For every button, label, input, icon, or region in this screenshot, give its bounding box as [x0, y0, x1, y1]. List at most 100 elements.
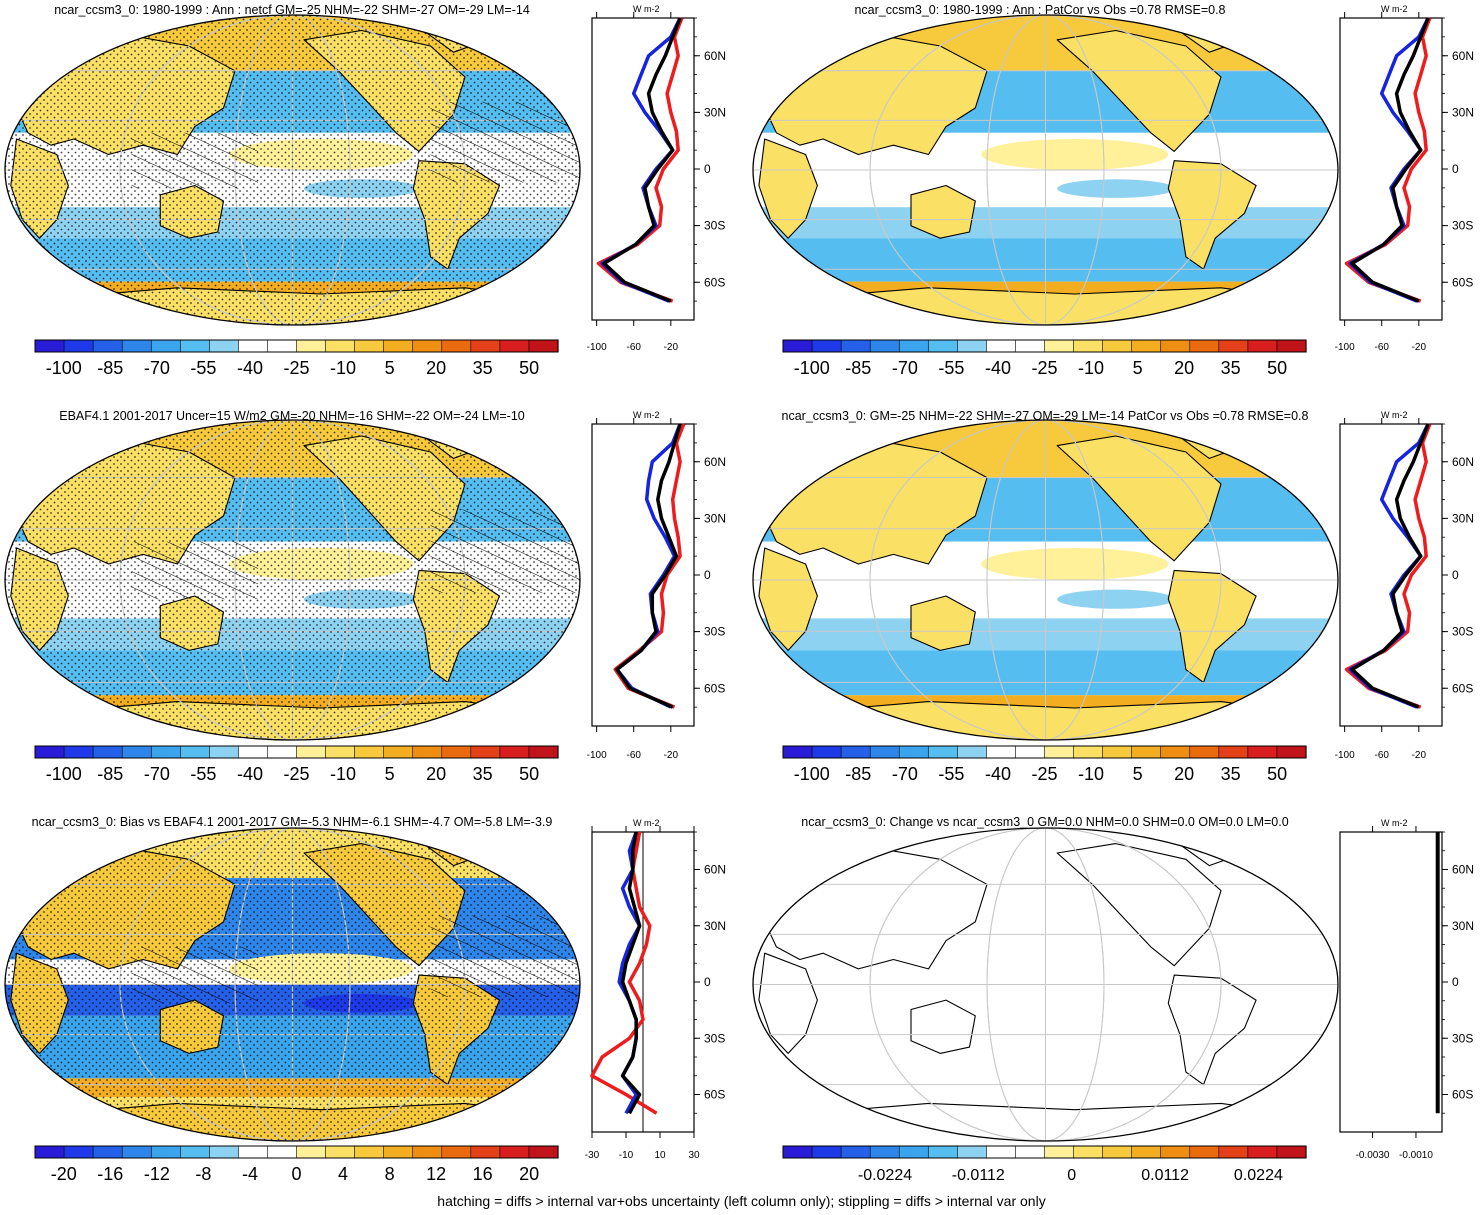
- colorbar-label-8: 20: [426, 764, 446, 784]
- colorbar-label-7: 5: [1133, 764, 1143, 784]
- zonal-xtick-label-0: -0.0030: [1356, 1150, 1390, 1161]
- zonal-xtick-label-2: 10: [654, 1150, 666, 1161]
- map-p5: [4, 827, 581, 1142]
- colorbar-swatch-0: [34, 339, 65, 353]
- colorbar-swatch-11: [1102, 339, 1133, 353]
- colorbar-swatch-9: [1044, 1145, 1075, 1159]
- lat-label-0: 60N: [704, 455, 726, 469]
- colorbar-label-2: -70: [144, 358, 170, 378]
- lat-label-4: 60S: [704, 681, 725, 695]
- colorbar-swatch-10: [325, 339, 356, 353]
- graticule-lon-3: [869, 420, 1222, 740]
- map-border: [4, 827, 581, 1142]
- colorbar-label-9: 35: [1221, 764, 1241, 784]
- colorbar-label-9: 35: [1221, 358, 1241, 378]
- colorbar-p2: -100 -85 -70 -55 -40 -25 -10 5 20 35 50: [782, 339, 1307, 378]
- colorbar-swatch-1: [811, 339, 842, 353]
- lat-label-2: 0: [1452, 568, 1459, 582]
- colorbar-swatch-11: [354, 1145, 385, 1159]
- colorbar-swatch-2: [92, 339, 123, 353]
- zonal-p4: 60N 30N 0 30S 60S -100 -60 -20 W m-2: [1335, 410, 1474, 761]
- colorbar-swatch-2: [840, 745, 871, 759]
- colorbar-label-3: -55: [190, 764, 216, 784]
- zonal-xtick-label-1: -60: [1375, 342, 1390, 353]
- lat-label-0: 60N: [1452, 49, 1474, 63]
- colorbar-swatch-12: [383, 339, 414, 353]
- colorbar-label-0: -100: [46, 764, 82, 784]
- zonal-xtick-label-2: -20: [664, 750, 679, 761]
- colorbar-label-6: 4: [338, 1164, 348, 1184]
- colorbar-swatch-2: [92, 1145, 123, 1159]
- colorbar-swatch-15: [470, 745, 501, 759]
- colorbar-p6: -0.0224 -0.0112 0 0.0112 0.0224: [782, 1145, 1307, 1184]
- hatching-overlay-2: [131, 946, 258, 1004]
- colorbar-frame: [34, 745, 559, 759]
- colorbar-swatch-15: [1218, 745, 1249, 759]
- lat-label-4: 60S: [704, 275, 725, 289]
- zonal-xtick-label-2: -20: [1412, 342, 1427, 353]
- land-australia: [910, 595, 976, 651]
- zonal-series-obs2: [617, 831, 642, 1115]
- colorbar-swatch-14: [1189, 339, 1220, 353]
- colorbar-label-4: -40: [237, 358, 263, 378]
- colorbar-label-1: -85: [845, 764, 871, 784]
- lat-label-4: 60S: [704, 1088, 725, 1102]
- panel-title-p2: ncar_ccsm3_0: 1980-1999 : Ann : PatCor v…: [854, 3, 1225, 17]
- colorbar-swatch-14: [1189, 745, 1220, 759]
- colorbar-swatch-13: [1160, 745, 1191, 759]
- map-p4: [752, 419, 1339, 741]
- colorbar-swatch-9: [296, 745, 327, 759]
- colorbar-frame: [34, 1145, 559, 1159]
- panel-title-p4: ncar_ccsm3_0: GM=-25 NHM=-22 SHM=-27 OM=…: [782, 409, 1309, 423]
- colorbar-label-1: -0.0112: [952, 1167, 1005, 1184]
- colorbar-swatch-13: [412, 339, 443, 353]
- zonal-xtick-label-1: -60: [1375, 750, 1390, 761]
- zonal-series-model: [1350, 423, 1430, 709]
- land-samerica: [1167, 569, 1257, 683]
- zonal-series-model: [1350, 17, 1430, 303]
- zonal-xtick-label-2: -20: [1412, 750, 1427, 761]
- lat-label-1: 30N: [704, 105, 726, 119]
- colorbar-swatch-11: [1102, 745, 1133, 759]
- colorbar-swatch-2: [840, 1145, 871, 1159]
- colorbar-label-2: -70: [892, 358, 918, 378]
- colorbar-swatch-6: [957, 745, 987, 759]
- colorbar-label-0: -0.0224: [858, 1167, 912, 1184]
- hatching-overlay-2: [131, 541, 258, 600]
- colorbar-swatch-8: [267, 339, 298, 353]
- colorbar-swatch-10: [1073, 745, 1104, 759]
- colorbar-label-10: 50: [519, 764, 539, 784]
- colorbar-swatch-14: [441, 1145, 472, 1159]
- colorbar-label-9: 16: [473, 1164, 493, 1184]
- colorbar-label-10: 20: [519, 1164, 539, 1184]
- colorbar-p5: -20 -16 -12 -8 -4 0 4 8 12 16 20: [34, 1145, 559, 1184]
- colorbar-swatch-0: [782, 1145, 813, 1159]
- colorbar-swatch-4: [898, 745, 929, 759]
- map-border: [752, 14, 1339, 326]
- colorbar-label-2: -12: [144, 1164, 170, 1184]
- panel-title-p5: ncar_ccsm3_0: Bias vs EBAF4.1 2001-2017 …: [32, 815, 553, 829]
- colorbar-p1: -100 -85 -70 -55 -40 -25 -10 5 20 35 50: [34, 339, 559, 378]
- zonal-p3: 60N 30N 0 30S 60S -100 -60 -20 W m-2: [587, 410, 726, 761]
- lat-label-0: 60N: [1452, 863, 1474, 877]
- colorbar-swatch-7: [986, 1145, 1017, 1159]
- colorbar-swatch-0: [782, 745, 813, 759]
- colorbar-swatch-7: [238, 745, 269, 759]
- colorbar-label-7: 5: [1133, 358, 1143, 378]
- colorbar-swatch-10: [1073, 1145, 1104, 1159]
- colorbar-swatch-2: [840, 339, 871, 353]
- colorbar-frame: [782, 1145, 1307, 1159]
- zonal-unit-label: W m-2: [1381, 4, 1408, 14]
- panel-title-p6: ncar_ccsm3_0: Change vs ncar_ccsm3_0 GM=…: [801, 815, 1288, 829]
- colorbar-label-1: -85: [845, 358, 871, 378]
- lat-label-3: 30S: [704, 625, 725, 639]
- map-p1: [4, 14, 581, 326]
- colorbar-p4: -100 -85 -70 -55 -40 -25 -10 5 20 35 50: [782, 745, 1307, 784]
- lat-label-3: 30S: [1452, 219, 1473, 233]
- zonal-frame: [1339, 423, 1443, 727]
- colorbar-swatch-12: [1131, 339, 1162, 353]
- hatching-overlay: [430, 509, 580, 593]
- colorbar-swatch-9: [1044, 339, 1075, 353]
- lat-label-2: 0: [704, 162, 711, 176]
- colorbar-label-4: -4: [242, 1164, 258, 1184]
